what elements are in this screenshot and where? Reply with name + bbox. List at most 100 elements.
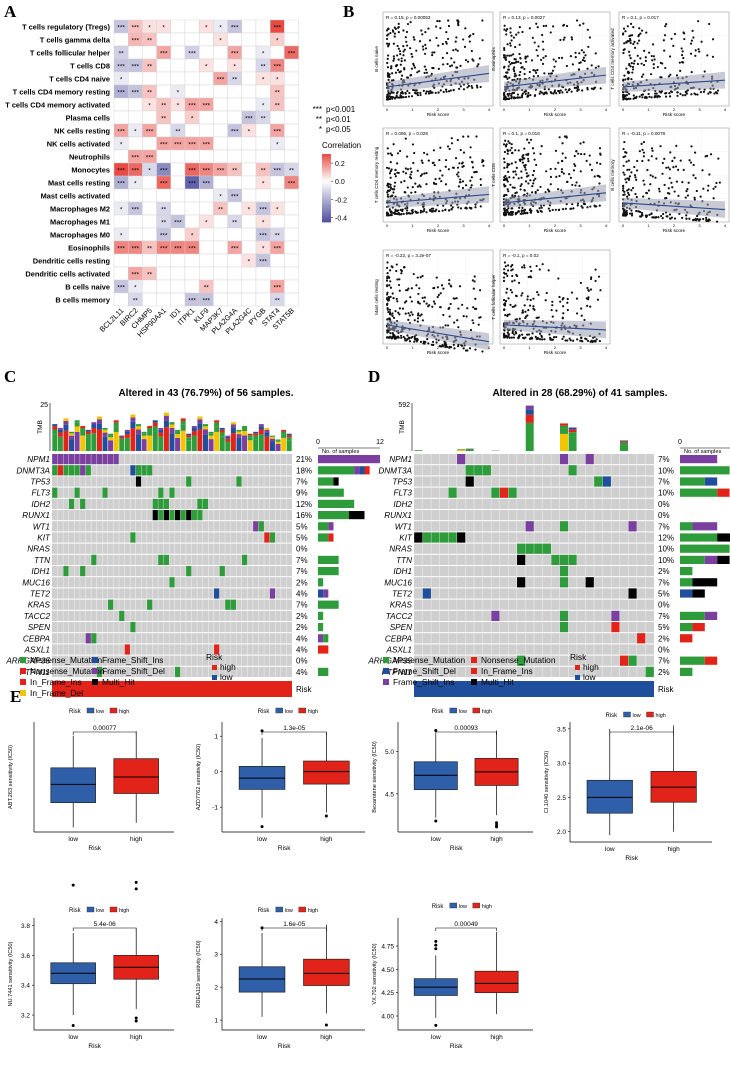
- heatmap-sig-mark: ***: [174, 246, 182, 253]
- scatter-point: [636, 159, 639, 163]
- scatter-point: [632, 26, 635, 29]
- scatter-point: [430, 210, 434, 213]
- tmb-bar: [96, 416, 102, 420]
- oncoplot-percent: 7%: [296, 556, 308, 565]
- heatmap-sig-mark: ***: [203, 168, 211, 175]
- scatter-point: [445, 90, 448, 93]
- scatter-point: [559, 38, 562, 42]
- scatter-point: [580, 49, 583, 52]
- oncoplot-row-bg: [52, 476, 292, 487]
- oncoplot-gene-label: NRAS: [27, 545, 50, 554]
- scatter-point: [421, 296, 424, 299]
- scatter-point: [507, 68, 511, 71]
- scatter-point: [431, 340, 435, 343]
- heatmap-sig-mark: *: [276, 77, 279, 84]
- scatter-point: [587, 296, 590, 299]
- scatter-point: [412, 64, 416, 67]
- scatter-point: [435, 341, 438, 344]
- tmb-bar: [230, 427, 236, 434]
- scatter-point: [666, 192, 670, 195]
- scatter-point: [457, 185, 461, 188]
- scatter-point: [503, 161, 506, 164]
- scatter-point: [631, 65, 635, 69]
- scatter-point: [453, 61, 456, 64]
- heatmap-cell: [270, 214, 285, 229]
- scatter-point: [390, 168, 393, 171]
- tmb-bar: [197, 416, 203, 420]
- scatter-point: [523, 147, 526, 150]
- scatter-xtick: 3: [462, 223, 465, 228]
- scatter-point: [510, 210, 513, 214]
- scatter-point: [575, 19, 579, 22]
- scatter-point: [517, 149, 520, 152]
- scatter-point: [545, 170, 548, 173]
- heatmap-cell: [241, 188, 257, 203]
- scatter-point: [560, 56, 564, 59]
- scatter-point: [563, 36, 566, 39]
- scatter-point: [406, 209, 409, 212]
- scatter-xtick: 1: [528, 107, 531, 112]
- scatter-point: [589, 305, 592, 308]
- heatmap-row-label: NK cells resting: [54, 127, 110, 136]
- heatmap-row-label: Monocytes: [71, 166, 110, 175]
- oncoplot-mutation-cell: [163, 498, 170, 509]
- scatter-xtick: 4: [488, 223, 491, 228]
- legend-swatch: [92, 657, 98, 663]
- scatter-point: [654, 176, 657, 179]
- oncoplot-mutation-cell: [52, 454, 58, 465]
- scatter-point: [404, 36, 407, 39]
- scatter-point: [628, 64, 631, 67]
- heatmap-sig-mark: **: [275, 90, 281, 97]
- scatter-point: [507, 332, 510, 335]
- scatter-point: [566, 91, 569, 94]
- scatter-point: [389, 183, 392, 186]
- scatter-point: [388, 75, 391, 79]
- oncoplot-gene-label: TACC2: [386, 612, 413, 621]
- heatmap-row-label: T cells CD4 naive: [49, 75, 110, 84]
- tmb-bar: [202, 429, 208, 435]
- oncoplot-mutation-cell: [542, 543, 551, 554]
- oncoplot-percent: 7%: [658, 522, 670, 531]
- scatter-point: [396, 152, 400, 155]
- scatter-point: [474, 203, 477, 206]
- scatter-point: [401, 92, 405, 95]
- heatmap-sig-mark: ***: [259, 233, 267, 240]
- scatter-point: [455, 66, 458, 69]
- colorbar-title: Correlation: [322, 141, 361, 150]
- scatter-point: [538, 92, 541, 95]
- scatter-point: [431, 305, 434, 308]
- scatter-point: [671, 186, 674, 189]
- scatter-point: [519, 184, 522, 188]
- scatter-point: [661, 172, 664, 175]
- heatmap-sig-mark: ***: [203, 142, 211, 149]
- heatmap-cell: [198, 149, 214, 164]
- tmb-bar: [152, 426, 158, 432]
- scatter-point: [525, 153, 528, 156]
- heatmap-row-label: T cells follicular helper: [30, 49, 110, 58]
- scatter-point: [421, 45, 425, 48]
- scatter-point: [504, 144, 508, 147]
- scatter-point: [524, 163, 527, 167]
- scatter-point: [627, 50, 631, 53]
- gene-count-bar: [680, 567, 693, 576]
- scatter-point: [536, 316, 539, 319]
- scatter-stat: R = 0.096, p = 0.028: [386, 131, 428, 136]
- scatter-point: [533, 41, 536, 44]
- heatmap-cell: [142, 292, 157, 307]
- scatter-point: [712, 187, 715, 190]
- scatter-point: [670, 181, 673, 184]
- tmb-bar: [414, 450, 423, 451]
- scatter-point: [511, 305, 514, 309]
- scatter-point: [643, 96, 647, 99]
- oncoplot-mutation-cell: [568, 465, 577, 476]
- oncoplot-mutation-cell: [80, 465, 86, 476]
- tmb-bar: [186, 440, 192, 451]
- heatmap-sig-mark: **: [161, 207, 167, 214]
- scatter-point: [576, 338, 579, 341]
- oncoplot-percent: 7%: [296, 601, 308, 610]
- heatmap-sig-mark: ***: [217, 77, 225, 84]
- scatter-point: [660, 214, 663, 218]
- scatter-point: [385, 303, 389, 307]
